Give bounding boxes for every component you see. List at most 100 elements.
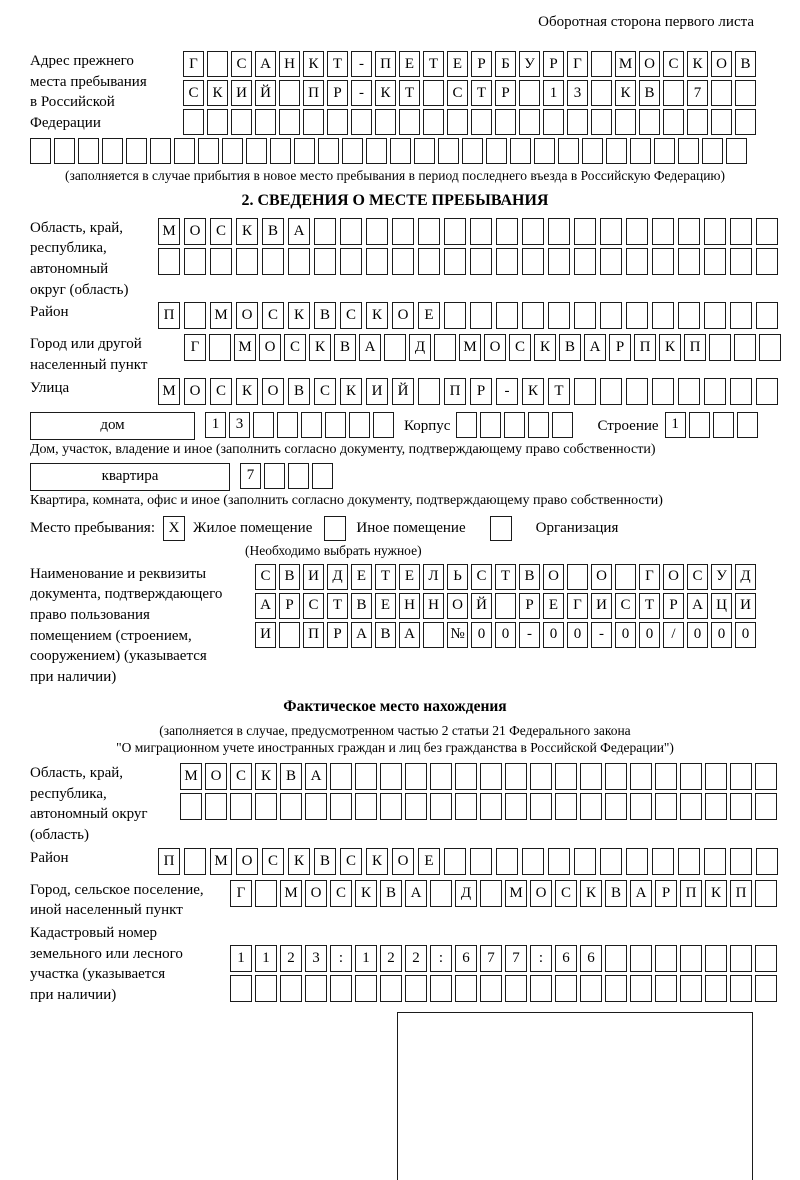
form-cell[interactable] xyxy=(548,217,570,245)
form-cell[interactable] xyxy=(626,377,648,405)
prev-address-row-4[interactable] xyxy=(30,138,760,164)
form-cell[interactable] xyxy=(705,792,727,820)
form-cell[interactable]: Ь xyxy=(447,563,468,590)
form-cell[interactable] xyxy=(150,138,171,164)
form-cell[interactable]: 0 xyxy=(615,621,636,648)
form-cell[interactable]: А xyxy=(584,334,606,362)
form-cell[interactable]: И xyxy=(255,621,276,648)
form-cell[interactable] xyxy=(712,411,734,438)
form-cell[interactable] xyxy=(183,109,204,135)
form-cell[interactable]: - xyxy=(351,80,372,106)
form-cell[interactable]: 1 xyxy=(255,944,277,972)
form-cell[interactable]: П xyxy=(375,51,396,77)
form-cell[interactable] xyxy=(470,847,492,875)
form-cell[interactable] xyxy=(340,247,362,275)
form-cell[interactable]: В xyxy=(314,302,336,330)
form-cell[interactable]: Е xyxy=(375,592,396,619)
form-cell[interactable]: М xyxy=(280,879,302,907)
form-cell[interactable]: К xyxy=(303,51,324,77)
form-cell[interactable] xyxy=(351,109,372,135)
form-cell[interactable] xyxy=(600,217,622,245)
form-cell[interactable] xyxy=(574,377,596,405)
form-cell[interactable] xyxy=(704,247,726,275)
form-cell[interactable]: К xyxy=(309,334,331,362)
form-cell[interactable]: П xyxy=(303,80,324,106)
form-cell[interactable] xyxy=(280,792,302,820)
form-cell[interactable] xyxy=(548,302,570,330)
form-cell[interactable] xyxy=(655,974,677,1002)
form-cell[interactable] xyxy=(680,762,702,790)
actual-region-row-2[interactable] xyxy=(180,792,777,820)
form-cell[interactable]: А xyxy=(255,51,276,77)
form-cell[interactable] xyxy=(280,974,302,1002)
form-cell[interactable]: Б xyxy=(495,51,516,77)
form-cell[interactable]: С xyxy=(509,334,531,362)
form-cell[interactable]: - xyxy=(519,621,540,648)
form-cell[interactable] xyxy=(755,792,777,820)
form-cell[interactable]: 3 xyxy=(229,411,250,438)
form-cell[interactable]: О xyxy=(392,302,414,330)
form-cell[interactable] xyxy=(184,302,206,330)
prev-address-row-3[interactable] xyxy=(183,109,756,135)
form-cell[interactable] xyxy=(711,80,732,106)
form-cell[interactable]: Т xyxy=(548,377,570,405)
form-cell[interactable] xyxy=(530,792,552,820)
form-cell[interactable]: Д xyxy=(409,334,431,362)
form-cell[interactable] xyxy=(522,217,544,245)
form-cell[interactable] xyxy=(288,462,309,489)
form-cell[interactable]: : xyxy=(430,944,452,972)
form-cell[interactable] xyxy=(294,138,315,164)
form-cell[interactable] xyxy=(730,247,752,275)
form-cell[interactable] xyxy=(605,944,627,972)
form-cell[interactable] xyxy=(126,138,147,164)
form-cell[interactable]: В xyxy=(280,762,302,790)
form-cell[interactable]: Д xyxy=(455,879,477,907)
form-cell[interactable]: В xyxy=(351,592,372,619)
form-cell[interactable]: Р xyxy=(327,621,348,648)
form-cell[interactable]: 2 xyxy=(405,944,427,972)
form-cell[interactable]: О xyxy=(184,217,206,245)
form-cell[interactable]: А xyxy=(359,334,381,362)
form-cell[interactable]: К xyxy=(355,879,377,907)
form-cell[interactable]: Г xyxy=(183,51,204,77)
form-cell[interactable]: А xyxy=(687,592,708,619)
form-cell[interactable] xyxy=(755,762,777,790)
form-cell[interactable]: О xyxy=(711,51,732,77)
form-cell[interactable]: : xyxy=(530,944,552,972)
form-cell[interactable]: О xyxy=(392,847,414,875)
form-cell[interactable] xyxy=(574,302,596,330)
form-cell[interactable] xyxy=(730,302,752,330)
form-cell[interactable] xyxy=(755,944,777,972)
form-cell[interactable] xyxy=(330,762,352,790)
form-cell[interactable] xyxy=(510,138,531,164)
form-cell[interactable]: С xyxy=(555,879,577,907)
form-cell[interactable] xyxy=(705,762,727,790)
form-cell[interactable]: К xyxy=(705,879,727,907)
form-cell[interactable] xyxy=(626,217,648,245)
form-cell[interactable] xyxy=(270,138,291,164)
form-cell[interactable] xyxy=(355,792,377,820)
form-cell[interactable]: К xyxy=(236,377,258,405)
form-cell[interactable]: Й xyxy=(471,592,492,619)
form-cell[interactable] xyxy=(730,217,752,245)
form-cell[interactable] xyxy=(470,217,492,245)
form-cell[interactable]: У xyxy=(711,563,732,590)
form-cell[interactable] xyxy=(680,792,702,820)
stay-checkbox-organization[interactable] xyxy=(489,515,512,541)
form-cell[interactable] xyxy=(444,847,466,875)
form-cell[interactable] xyxy=(418,377,440,405)
form-cell[interactable]: К xyxy=(687,51,708,77)
form-cell[interactable]: В xyxy=(519,563,540,590)
form-cell[interactable] xyxy=(392,247,414,275)
korpus-row[interactable] xyxy=(456,411,574,438)
form-cell[interactable]: К xyxy=(615,80,636,106)
form-cell[interactable] xyxy=(555,762,577,790)
form-cell[interactable] xyxy=(340,217,362,245)
form-cell[interactable] xyxy=(444,247,466,275)
form-cell[interactable] xyxy=(314,217,336,245)
form-cell[interactable]: О xyxy=(262,377,284,405)
form-cell[interactable] xyxy=(574,247,596,275)
form-cell[interactable] xyxy=(626,302,648,330)
form-cell[interactable]: П xyxy=(684,334,706,362)
